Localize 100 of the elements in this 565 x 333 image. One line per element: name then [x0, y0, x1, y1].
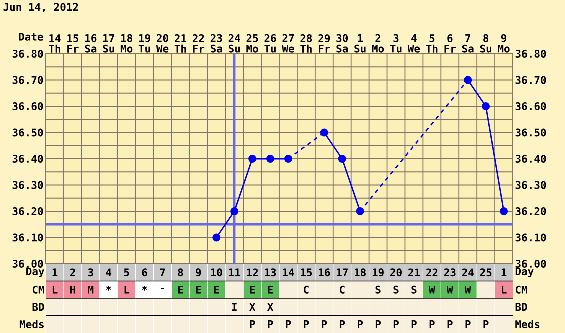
y-tick-label: Meds [20, 320, 44, 328]
text: W [446, 286, 454, 294]
x-tick-label: 9 [196, 268, 202, 277]
point [212, 234, 221, 242]
y-tick-label: 36.30 [12, 181, 44, 190]
y2-tick-label: CM [516, 286, 528, 294]
x-tick-label: 22 Fr [192, 34, 205, 53]
x-tick-label: 15 Fr [68, 34, 79, 53]
y2-tick-label: 36.20 [516, 208, 546, 216]
x-tick-label: 29 Fr [318, 34, 330, 53]
text: X [250, 303, 256, 311]
x-tick-label: 18 Mo [120, 34, 133, 53]
text: P [322, 320, 328, 328]
text: W [464, 286, 472, 294]
x-tick-label: 17 [337, 268, 348, 276]
text: E [196, 286, 202, 294]
x-tick-label: 13 [265, 268, 276, 277]
point [464, 76, 472, 84]
x-tick-label: 4 We [408, 34, 420, 53]
text: E [268, 286, 273, 294]
x-tick-label: 23 Sa [210, 34, 222, 53]
x-tick-label: 25 [480, 268, 492, 277]
x-tick-label: 19 Tu [138, 34, 150, 53]
x-tick-label: 19 [372, 268, 384, 277]
x-tick-label: 14 Th [49, 34, 61, 53]
text: P [430, 320, 435, 328]
x-tick-label: 7 [160, 268, 166, 276]
text: I [232, 303, 237, 311]
x-tick-label: 16 Sa [85, 34, 97, 53]
text: - [161, 288, 164, 290]
text: E [250, 286, 256, 294]
y2-tick-label: BD [516, 303, 528, 311]
y-tick-label: 36.20 [12, 208, 44, 216]
x-tick-label: 1 [52, 268, 58, 276]
y-tick-label: 36.00 [12, 260, 44, 268]
y2-tick-label: Meds [516, 320, 540, 328]
x-tick-label: 7 Sa [462, 34, 474, 53]
text: M [88, 286, 94, 294]
y-tick-label: 36.50 [12, 128, 44, 137]
x-tick-label: 21 Th [174, 34, 187, 53]
x-tick-label: 25 Mo [246, 34, 258, 53]
text: W [429, 286, 436, 294]
point [338, 155, 346, 163]
x-axis-title: Date [19, 33, 44, 41]
x-tick-label: 12 [247, 268, 258, 277]
y2-tick-label: 36.10 [516, 234, 546, 242]
x-tick-label: 4 [106, 268, 112, 276]
point [356, 208, 364, 216]
y-tick-label: CM [32, 286, 44, 294]
text: P [286, 320, 292, 328]
text: S [376, 286, 381, 294]
text: P [268, 320, 274, 328]
x-tick-label: 21 [408, 268, 420, 277]
x-tick-label: 11 [229, 268, 240, 276]
x-tick-label: 8 [178, 268, 184, 277]
point [266, 155, 275, 163]
text: * [106, 286, 112, 291]
x-tick-label: 20 [390, 268, 402, 277]
x-tick-label: 27 We [282, 34, 294, 53]
text: X [268, 303, 274, 311]
x-tick-label: 15 [301, 268, 312, 277]
x-tick-label: 3 Tu [390, 34, 402, 53]
x-tick-label: 1 [502, 268, 507, 276]
y-tick-label: 36.80 [12, 50, 44, 58]
y-tick-label: 36.40 [12, 155, 44, 163]
text: C [340, 286, 345, 294]
y2-tick-label: 36.30 [516, 181, 546, 190]
text: P [340, 320, 346, 328]
x-tick-label: 5 Th [426, 34, 438, 53]
text: * [142, 286, 148, 291]
text: P [412, 320, 417, 328]
x-tick-label: 6 [142, 268, 148, 277]
x-tick-label: 6 Fr [444, 34, 456, 53]
y2-tick-label: 36.40 [516, 155, 546, 163]
text: H [70, 286, 76, 294]
x-tick-label: 30 Sa [336, 34, 348, 53]
x-axis-title: Day [26, 268, 45, 278]
y-tick-label: BD [32, 303, 44, 311]
x-tick-label: 18 [354, 268, 366, 277]
text: P [304, 320, 310, 328]
x-tick-label: 26 Tu [264, 34, 276, 53]
text: L [52, 286, 58, 294]
x-tick-label: 9 Mo [498, 34, 510, 53]
x-tick-label: 10 [211, 268, 222, 277]
x-tick-label: 16 [319, 268, 330, 277]
x-tick-label: 23 [444, 268, 456, 277]
y2-tick-label: 36.60 [516, 102, 546, 110]
text: E [214, 286, 220, 294]
text: P [484, 320, 489, 328]
y-tick-label: 36.70 [12, 76, 44, 84]
y2-tick-label: 36.00 [516, 260, 546, 268]
text: L [124, 286, 130, 294]
chart-title: Jun 14, 2012 [4, 3, 78, 12]
y-tick-label: 36.10 [12, 234, 44, 242]
x-tick-label: 22 [426, 268, 438, 277]
point [500, 208, 508, 216]
point [320, 128, 328, 137]
text: C [304, 286, 309, 294]
text: S [394, 286, 399, 294]
x-tick-label: 8 Su [480, 34, 492, 53]
